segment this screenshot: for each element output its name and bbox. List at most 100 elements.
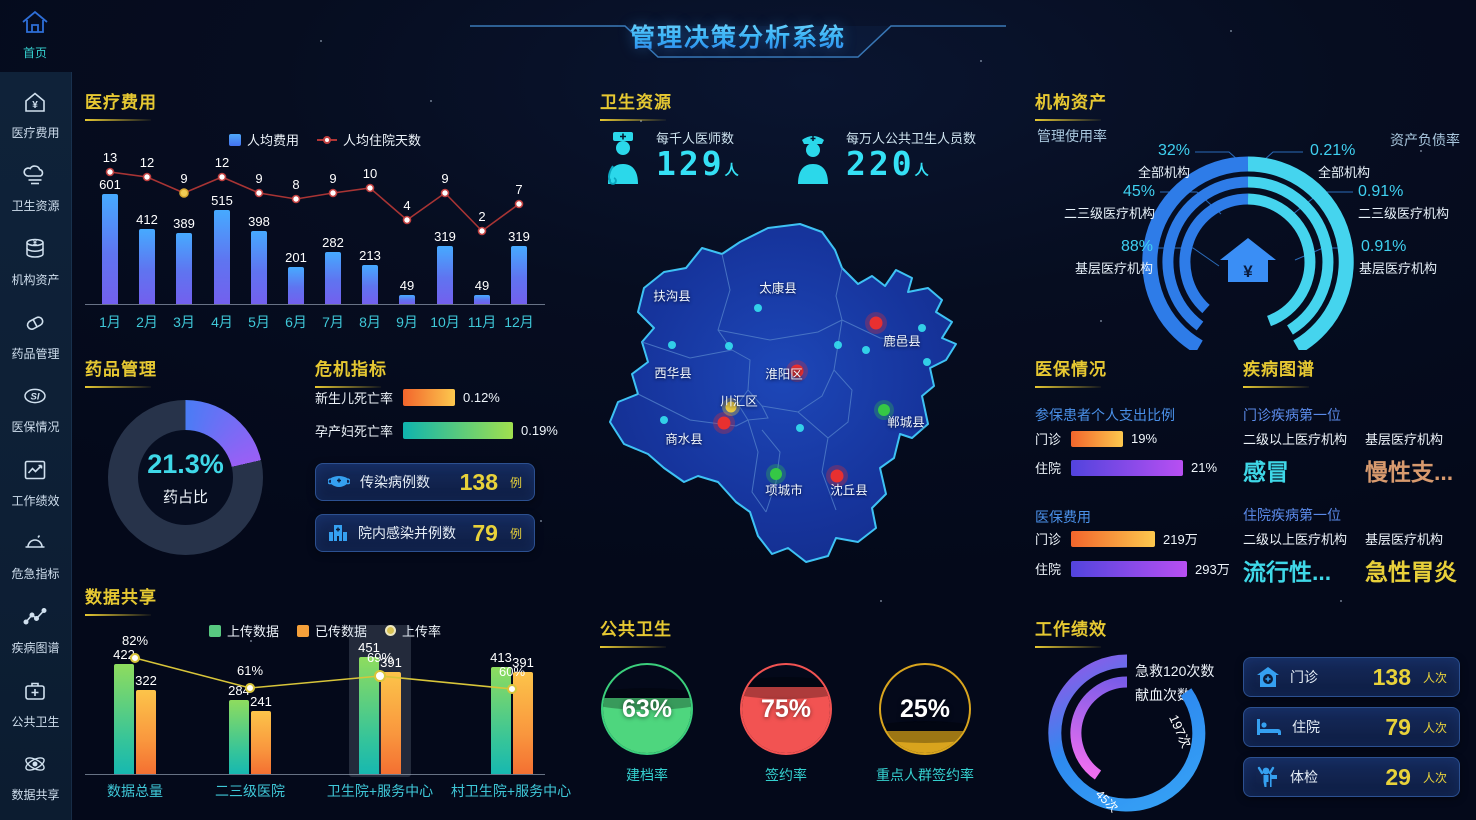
sidebar-item-health-resources[interactable]: 卫生资源 — [11, 162, 60, 214]
line-point[interactable] — [477, 226, 487, 236]
bar-transferred[interactable] — [513, 672, 533, 774]
ratio-bar[interactable] — [1071, 459, 1183, 476]
line-point[interactable] — [328, 188, 338, 198]
bar-jul[interactable] — [325, 252, 341, 304]
sidebar-item-institution-assets[interactable]: ¥ 机构资产 — [11, 236, 59, 288]
bar-aug[interactable] — [362, 265, 378, 304]
city-dot-cyan[interactable] — [834, 341, 842, 349]
nav-home[interactable]: 首页 — [12, 8, 58, 61]
line-point[interactable] — [254, 188, 264, 198]
legend-uploaded[interactable]: 上传数据 — [208, 621, 279, 640]
sidebar-item-disease-atlas[interactable]: 疾病图谱 — [11, 604, 60, 656]
city-dot-cyan[interactable] — [754, 304, 762, 312]
line-point[interactable] — [514, 199, 524, 209]
bar-nov[interactable] — [474, 295, 490, 304]
line-point[interactable] — [291, 194, 301, 204]
alert-dot-red[interactable] — [830, 469, 844, 483]
district-label[interactable]: 鹿邑县 — [883, 334, 921, 349]
bar-jun[interactable] — [288, 267, 304, 304]
district-label[interactable]: 扶沟县 — [653, 289, 691, 304]
legend-rate[interactable]: 上传率 — [385, 621, 441, 640]
map-outline[interactable] — [609, 223, 957, 563]
alert-dot-yellow[interactable] — [725, 401, 737, 413]
city-dot-cyan[interactable] — [923, 358, 931, 366]
sidebar-item-performance[interactable]: 工作绩效 — [11, 457, 60, 509]
city-dot-cyan[interactable] — [668, 341, 676, 349]
bar-dec[interactable] — [511, 246, 527, 304]
bar-uploaded[interactable] — [491, 667, 511, 774]
rate-point[interactable] — [374, 670, 386, 682]
drug-ratio-donut[interactable]: 21.3% 药占比 — [108, 400, 263, 555]
alert-dot-green[interactable] — [770, 468, 782, 480]
rate-point[interactable] — [130, 653, 140, 663]
line-point[interactable] — [142, 172, 152, 182]
city-dot-cyan[interactable] — [862, 346, 870, 354]
assets-value: 0.91% — [1358, 183, 1404, 200]
bar-uploaded[interactable] — [114, 664, 134, 774]
sidebar-item-data-sharing[interactable]: 数据共享 — [11, 751, 60, 803]
line-point[interactable] — [402, 215, 412, 225]
bar-feb[interactable] — [139, 229, 155, 304]
bar-transferred[interactable] — [136, 690, 156, 774]
arc-debt-all[interactable] — [1247, 156, 1354, 350]
line-point[interactable] — [440, 188, 450, 198]
district-label[interactable]: 西华县 — [654, 366, 692, 381]
gauge-archive-rate[interactable]: 63% 建档率 — [582, 663, 712, 785]
city-dot-cyan[interactable] — [725, 342, 733, 350]
line-point-highlight[interactable] — [179, 188, 189, 198]
district-label[interactable]: 商水县 — [665, 432, 703, 447]
arc-usage-l23[interactable] — [1162, 176, 1249, 331]
city-dot-cyan[interactable] — [918, 324, 926, 332]
sidebar-item-public-health[interactable]: 公共卫生 — [11, 678, 60, 730]
line-point[interactable] — [105, 167, 115, 177]
sidebar-item-critical-indicators[interactable]: 危急指标 — [11, 530, 60, 582]
panel-crisis: 危机指标 新生儿死亡率 0.12% 孕产妇死亡率 0.19% 传染病例数 138… — [315, 355, 565, 575]
card-label: 院内感染并例数 — [358, 525, 456, 541]
arc-emergency-120[interactable] — [1048, 654, 1206, 812]
district-label[interactable]: 郸城县 — [887, 415, 925, 430]
legend-transferred[interactable]: 已传数据 — [296, 621, 367, 640]
cost-bar[interactable] — [1071, 560, 1187, 577]
arc-debt-l23[interactable] — [1247, 176, 1334, 335]
alert-dot-red[interactable] — [790, 364, 804, 378]
arc-debt-base[interactable] — [1247, 193, 1316, 327]
bar-transferred[interactable] — [251, 711, 271, 774]
gauge-key-group-sign-rate[interactable]: 25% 重点人群签约率 — [860, 663, 990, 785]
ratio-bar[interactable] — [1071, 430, 1123, 447]
bar-transferred[interactable] — [381, 672, 401, 774]
cost-bar[interactable] — [1071, 530, 1155, 547]
gauge-sign-rate[interactable]: 75% 签约率 — [721, 663, 851, 785]
district-label[interactable]: 太康县 — [759, 281, 797, 296]
bar-uploaded[interactable] — [229, 700, 249, 774]
alert-dot-red[interactable] — [717, 416, 731, 430]
alert-dot-red[interactable] — [869, 316, 883, 330]
bar-oct[interactable] — [437, 246, 453, 304]
district-label[interactable]: 川汇区 — [720, 394, 758, 409]
district-label[interactable]: 淮阳区 — [765, 367, 803, 382]
sidebar-item-medical-cost[interactable]: ¥ 医疗费用 — [11, 89, 60, 141]
crisis-bar[interactable] — [403, 389, 455, 406]
district-label[interactable]: 项城市 — [765, 483, 803, 498]
bar-uploaded[interactable] — [359, 657, 379, 774]
crisis-bar[interactable] — [403, 422, 513, 439]
legend-avg-cost[interactable]: 人均费用 — [228, 130, 299, 149]
line-point[interactable] — [365, 183, 375, 193]
rate-point[interactable] — [245, 683, 255, 693]
legend-avg-days[interactable]: 人均住院天数 — [317, 130, 421, 149]
sidebar-item-insurance[interactable]: SI 医保情况 — [11, 383, 60, 435]
city-dot-cyan[interactable] — [660, 416, 668, 424]
alert-dot-green[interactable] — [878, 404, 890, 416]
line-point[interactable] — [217, 172, 227, 182]
arc-blood-donation[interactable] — [1070, 676, 1128, 780]
arc-usage-base[interactable] — [1179, 193, 1249, 314]
sidebar-item-drug-management[interactable]: 药品管理 — [11, 310, 60, 362]
bar-apr[interactable] — [214, 210, 230, 304]
bar-may[interactable] — [251, 231, 267, 304]
rate-point[interactable] — [507, 684, 517, 694]
arc-usage-all[interactable] — [1142, 156, 1249, 350]
bar-jan[interactable] — [102, 194, 118, 304]
bar-mar[interactable] — [176, 233, 192, 304]
city-dot-cyan[interactable] — [796, 424, 804, 432]
bar-sep[interactable] — [399, 295, 415, 304]
district-label[interactable]: 沈丘县 — [830, 483, 868, 498]
